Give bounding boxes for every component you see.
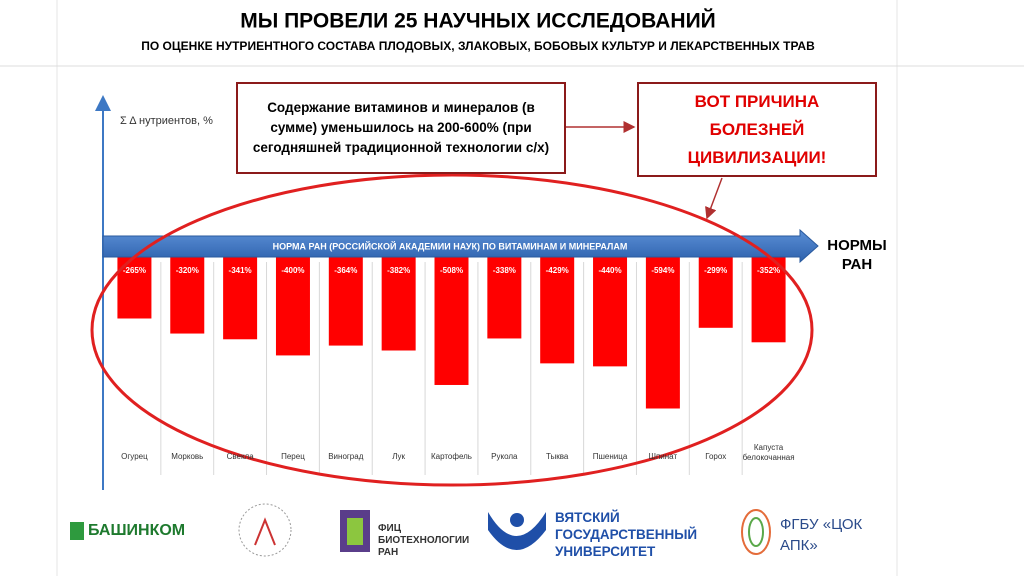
value-label: -341% bbox=[229, 266, 252, 275]
bar bbox=[698, 246, 733, 328]
y-axis-label: Σ Δ нутриентов, % bbox=[120, 115, 213, 127]
value-label: -594% bbox=[651, 266, 674, 275]
logo-text: БАШИНКОМ bbox=[88, 522, 186, 539]
logo-icon bbox=[70, 522, 84, 540]
bar bbox=[593, 246, 628, 367]
bar bbox=[751, 246, 786, 343]
logo-icon bbox=[488, 512, 546, 550]
bar bbox=[645, 246, 680, 409]
norm-arrow bbox=[102, 228, 819, 264]
x-tick-label: Свекла bbox=[226, 452, 254, 461]
logo-text: ФИЦ БИОТЕХНОЛОГИИ РАН bbox=[378, 523, 470, 558]
logo-icon bbox=[254, 517, 276, 546]
value-label: -265% bbox=[123, 266, 146, 275]
x-tick-label: Рукола bbox=[491, 452, 518, 461]
highlight-ellipse bbox=[90, 173, 814, 487]
value-label: -400% bbox=[281, 266, 304, 275]
bar bbox=[328, 246, 363, 346]
value-label: -320% bbox=[176, 266, 199, 275]
x-tick-label: Морковь bbox=[171, 452, 204, 461]
value-label: -352% bbox=[757, 266, 780, 275]
bar bbox=[487, 246, 522, 339]
callout-box: Содержание витаминов и минералов (в сумм… bbox=[236, 82, 566, 174]
value-label: -338% bbox=[493, 266, 516, 275]
bar bbox=[223, 246, 258, 340]
logo-icon bbox=[238, 503, 292, 557]
value-label: -299% bbox=[704, 266, 727, 275]
subtitle: ПО ОЦЕНКЕ НУТРИЕНТНОГО СОСТАВА ПЛОДОВЫХ,… bbox=[141, 39, 815, 53]
value-label: -508% bbox=[440, 266, 463, 275]
bar bbox=[381, 246, 416, 351]
x-tick-label: Горох bbox=[705, 452, 727, 461]
x-tick-label: Шпинат bbox=[648, 452, 678, 461]
conclusion-box: ВОТ ПРИЧИНА БОЛЕЗНЕЙ ЦИВИЛИЗАЦИИ! bbox=[637, 82, 877, 177]
value-label: -382% bbox=[387, 266, 410, 275]
logo-icon bbox=[510, 513, 524, 527]
connector bbox=[705, 177, 723, 220]
bar bbox=[434, 246, 469, 385]
logo-text: ВЯТСКИЙ ГОСУДАРСТВЕННЫЙ УНИВЕРСИТЕТ bbox=[555, 510, 698, 559]
bar bbox=[170, 246, 205, 334]
norm-label: НОРМА РАН (РОССИЙСКОЙ АКАДЕМИИ НАУК) ПО … bbox=[273, 240, 628, 251]
x-tick-label: Капуста белокочанная bbox=[742, 443, 795, 462]
logo-text: ФГБУ «ЦОК АПК» bbox=[780, 516, 863, 554]
value-label: -429% bbox=[546, 266, 569, 275]
x-tick-label: Перец bbox=[281, 452, 305, 461]
value-label: -440% bbox=[598, 266, 621, 275]
bar bbox=[540, 246, 575, 364]
x-tick-label: Пшеница bbox=[592, 452, 628, 461]
x-tick-label: Виноград bbox=[328, 452, 364, 461]
x-tick-label: Лук bbox=[392, 452, 406, 461]
x-tick-label: Тыква bbox=[545, 452, 569, 461]
title: МЫ ПРОВЕЛИ 25 НАУЧНЫХ ИССЛЕДОВАНИЙ bbox=[240, 9, 716, 33]
bar bbox=[275, 246, 310, 356]
logo-icon bbox=[748, 517, 764, 547]
x-tick-label: Картофель bbox=[430, 452, 472, 461]
norm-end-label: НОРМЫ РАН bbox=[827, 237, 887, 273]
value-label: -364% bbox=[334, 266, 357, 275]
logo-icon bbox=[347, 518, 363, 545]
logo-icon bbox=[741, 509, 771, 555]
x-tick-label: Огурец bbox=[121, 452, 148, 461]
